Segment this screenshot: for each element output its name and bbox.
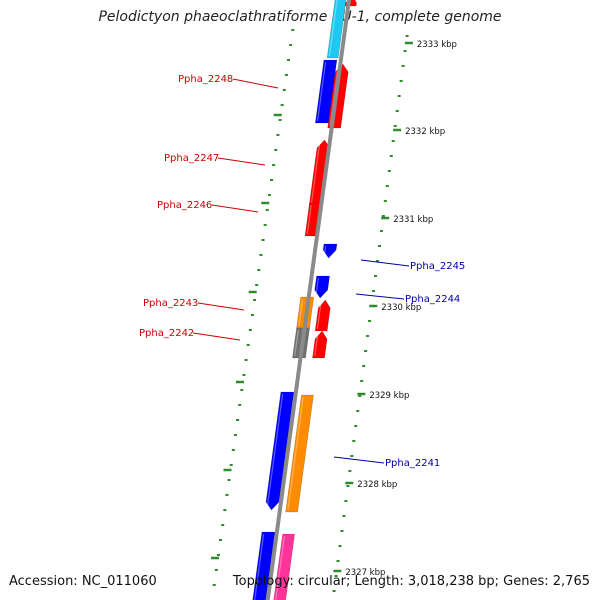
map-title: Pelodictyon phaeoclathratiforme BU-1, co… [98, 9, 502, 25]
feature-highlight [266, 393, 284, 509]
feature-highlight [328, 0, 338, 57]
feature-highlight [287, 396, 304, 511]
gene-label[interactable]: Ppha_2244 [405, 294, 460, 305]
leader-line [192, 332, 241, 341]
feature-highlight [310, 141, 321, 204]
gene-feature[interactable] [285, 394, 314, 513]
gene-feature[interactable] [326, 0, 347, 59]
leader-line [333, 456, 385, 464]
topology-info: Topology: circular; Length: 3,018,238 bp… [232, 574, 590, 589]
feature-highlight [314, 332, 319, 357]
gene-label[interactable]: Ppha_2241 [385, 458, 440, 469]
feature-highlight [294, 329, 299, 357]
gene-label[interactable]: Ppha_2245 [410, 261, 465, 272]
gene-features [252, 0, 357, 600]
gene-feature[interactable] [314, 59, 338, 124]
gene-feature[interactable] [265, 391, 295, 511]
gene-label[interactable]: Ppha_2243 [143, 298, 198, 309]
gene-feature[interactable] [273, 533, 295, 600]
gene-label[interactable]: Ppha_2247 [164, 153, 219, 164]
feature-highlight [323, 245, 327, 257]
gene-feature[interactable] [322, 243, 338, 259]
leader-line [217, 157, 266, 166]
gene-feature[interactable] [314, 275, 330, 299]
feature-highlight [275, 535, 285, 600]
accession-text: Accession: NC_011060 [9, 574, 157, 589]
gene-feature[interactable] [314, 299, 331, 332]
gene-label[interactable]: Ppha_2242 [139, 328, 194, 339]
scale-label: 2330 kbp [381, 303, 421, 313]
leader-line [360, 259, 410, 267]
leader-line [355, 293, 405, 300]
gene-labels[interactable]: Ppha_2248 Ppha_2247 Ppha_2246 Ppha_2245 Ppha… [139, 74, 465, 469]
genome-backbone [265, 0, 352, 600]
leader-line [211, 204, 259, 213]
gene-feature[interactable] [312, 330, 328, 359]
scale-label: 2329 kbp [369, 391, 409, 401]
feature-highlight [316, 301, 322, 330]
feature-highlight [317, 61, 327, 122]
tick-marks [211, 29, 413, 592]
scale-label: 2327 kbp [345, 568, 385, 578]
leader-line [232, 78, 279, 89]
gene-label[interactable]: Ppha_2248 [178, 74, 233, 85]
scale-label: 2331 kbp [393, 215, 433, 225]
scale-labels: 2333 kbp 2332 kbp 2331 kbp 2330 kbp 2329 kbp… [345, 40, 457, 578]
scale-label: 2328 kbp [357, 480, 397, 490]
gene-label[interactable]: Ppha_2246 [157, 200, 212, 211]
leader-line [197, 302, 245, 311]
feature-highlight [315, 277, 319, 297]
feature-highlight [306, 204, 312, 235]
feature-highlight [254, 533, 265, 600]
feature-highlight [298, 298, 304, 327]
scale-label: 2332 kbp [405, 127, 445, 137]
gene-feature[interactable] [252, 531, 276, 600]
scale-label: 2333 kbp [417, 40, 457, 50]
